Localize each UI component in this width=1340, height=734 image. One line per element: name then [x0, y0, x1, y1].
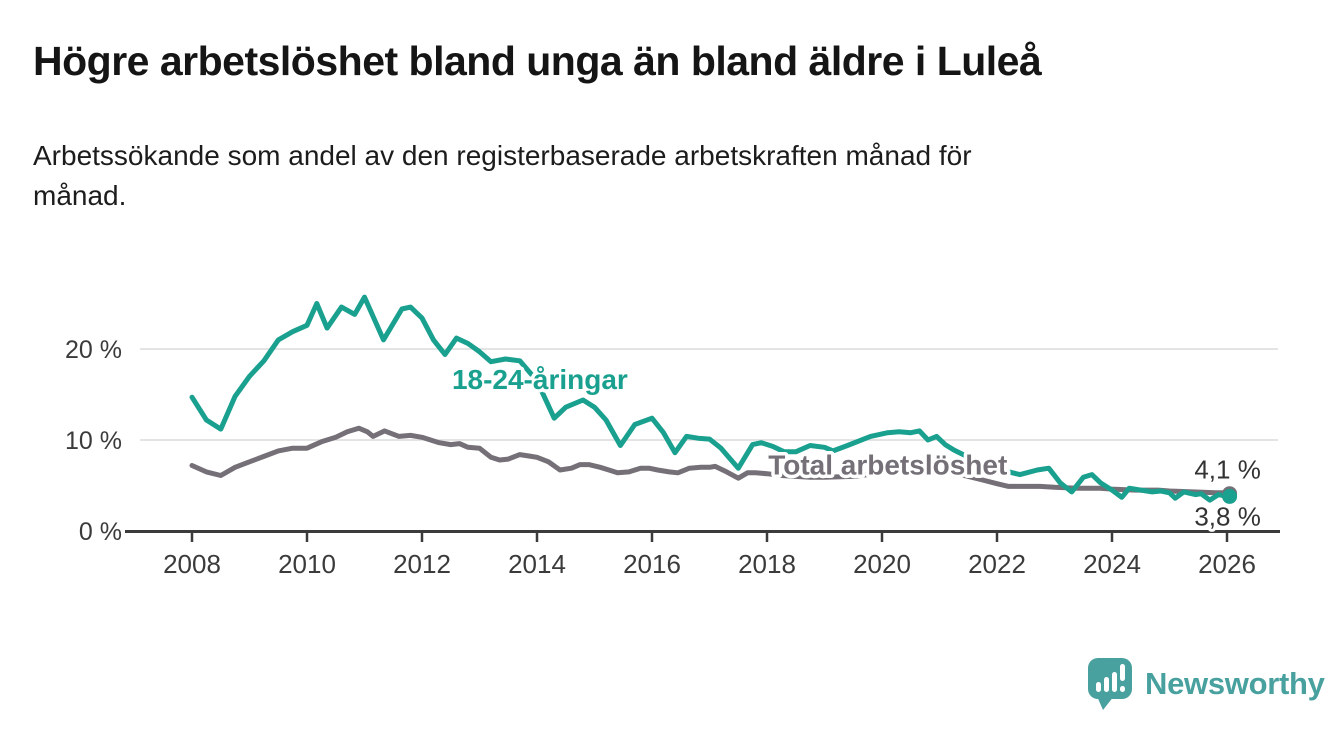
chart-subtitle: Arbetssökande som andel av den registerb…	[33, 140, 972, 212]
newsworthy-branding: Newsworthy	[1086, 656, 1325, 712]
x-tick-label: 2026	[1198, 549, 1256, 579]
x-tick-label: 2020	[853, 549, 911, 579]
x-tick-label: 2022	[968, 549, 1026, 579]
y-tick-label: 10 %	[65, 427, 122, 455]
end-dot-youth	[1222, 488, 1238, 504]
x-tick-label: 2016	[623, 549, 681, 579]
series-line-total	[189, 425, 1235, 497]
y-tick-label: 20 %	[65, 336, 122, 364]
newsworthy-logo-text: Newsworthy	[1145, 666, 1325, 701]
y-tick-label: 0 %	[79, 518, 122, 546]
page-title: Högre arbetslöshet bland unga än bland ä…	[33, 38, 1042, 84]
line-chart-canvas: 0 % 10 % 20 % 2008 2010 2012 2014 2016 2018 2020 2…	[65, 294, 1280, 579]
end-label-total: 4,1 %	[1194, 455, 1261, 485]
series-label-total: Total arbetslöshet	[768, 450, 1007, 481]
series-line-youth	[189, 294, 1235, 503]
x-tick-label: 2018	[738, 549, 796, 579]
x-tick-label: 2008	[163, 549, 221, 579]
newsworthy-logo-icon	[1088, 658, 1132, 710]
x-tick-label: 2012	[393, 549, 451, 579]
end-label-youth: 3,8 %	[1194, 501, 1261, 531]
x-tick-label: 2014	[508, 549, 566, 579]
x-tick-label: 2024	[1083, 549, 1141, 579]
x-tick-label: 2010	[278, 549, 336, 579]
series-label-youth: 18-24-åringar	[452, 364, 628, 395]
